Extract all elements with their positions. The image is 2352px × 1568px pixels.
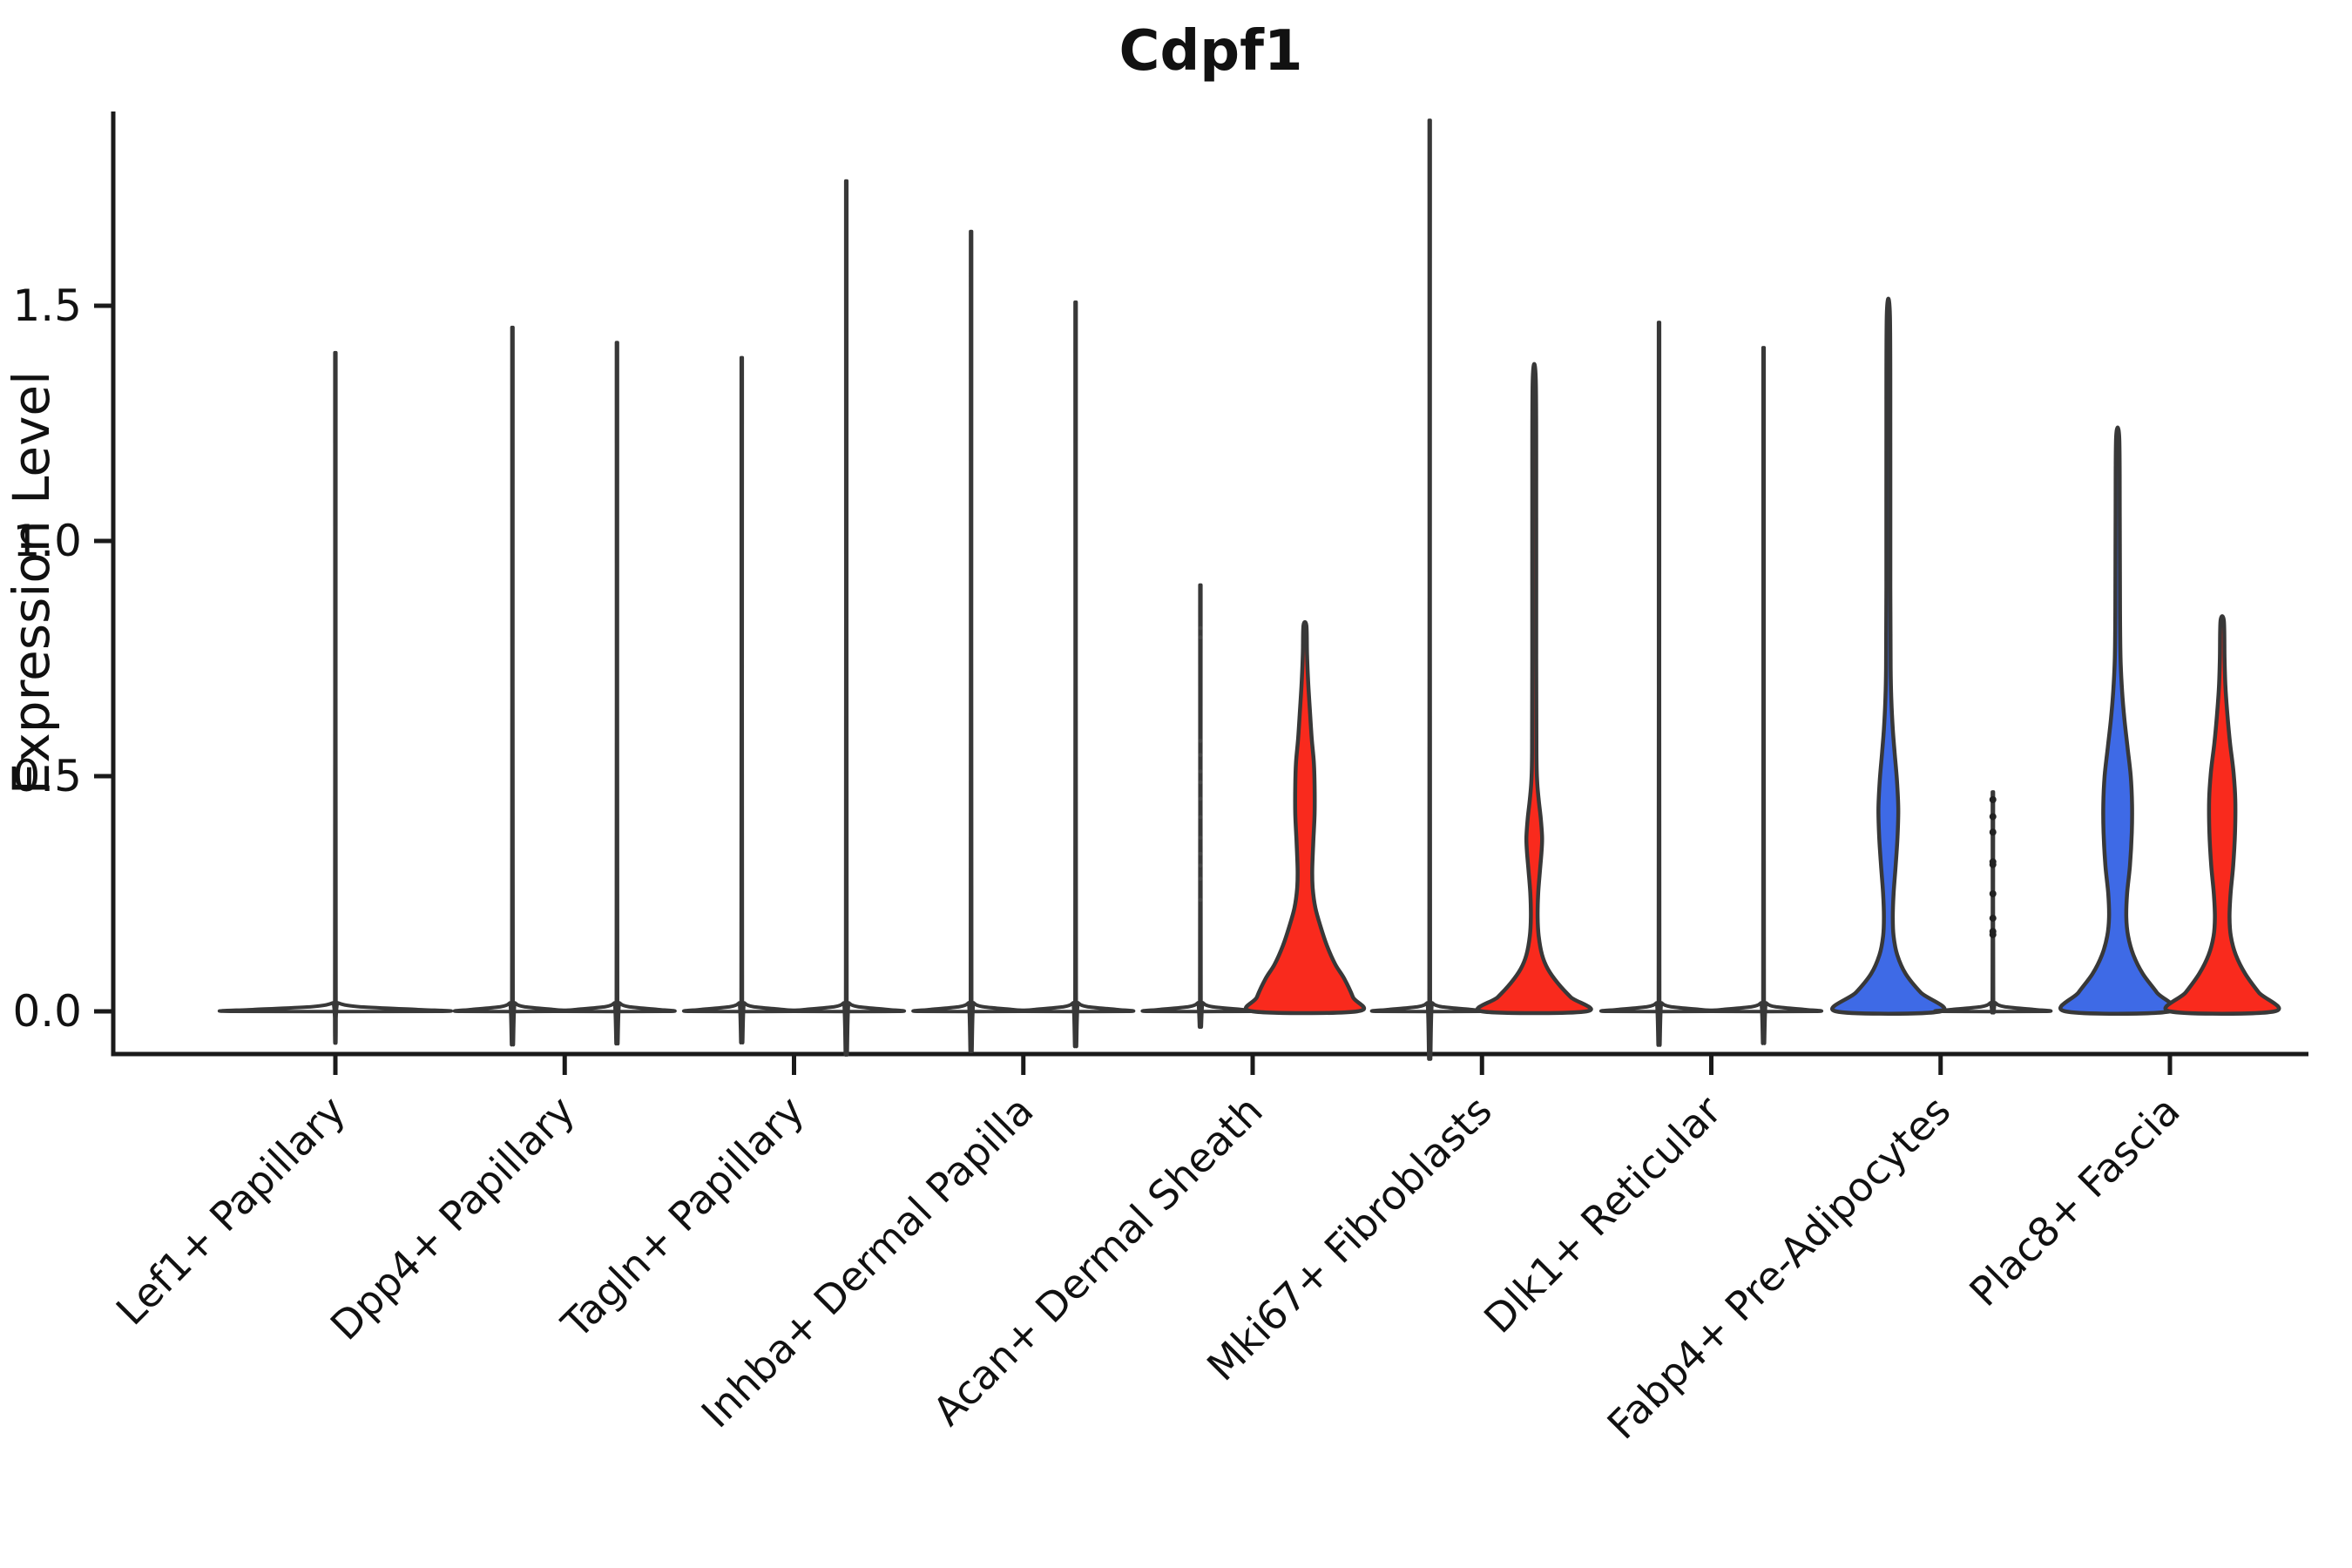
expression-point	[1198, 814, 1203, 820]
expression-point	[1198, 780, 1203, 785]
violin-dlk1-left	[1598, 321, 1720, 1047]
violin-mki67-right	[1475, 362, 1593, 1016]
expression-point	[1198, 796, 1203, 801]
expression-point	[1989, 930, 1997, 938]
violin-plac8-right	[2163, 614, 2281, 1016]
expression-point	[1198, 753, 1203, 758]
x-tick-label-0: Lef1+ Papillary	[107, 1087, 355, 1335]
violin-fabp4-right	[1933, 790, 2053, 1015]
expression-point	[1989, 828, 1997, 836]
violin-inhba-right	[1016, 301, 1136, 1049]
expression-point	[1198, 769, 1203, 774]
x-tick-label-1: Dpp4+ Papillary	[321, 1087, 584, 1349]
expression-point	[1198, 876, 1203, 882]
y-tick-label: 1.0	[12, 516, 82, 566]
expression-point	[1989, 915, 1997, 923]
expression-point	[1198, 739, 1203, 743]
expression-point	[1989, 890, 1997, 897]
y-tick-label: 1.5	[12, 280, 82, 331]
violin-dpp4-left	[452, 326, 572, 1047]
chart-title: Cdpf1	[1119, 19, 1303, 84]
violin-fabp4-left	[1830, 296, 1947, 1016]
violin-dlk1-right	[1703, 346, 1824, 1045]
violin-tagln-right	[786, 179, 907, 1057]
x-tick-label-6: Dlk1+ Reticular	[1475, 1087, 1730, 1342]
expression-point	[1198, 625, 1203, 631]
violin-dpp4-right	[557, 341, 677, 1045]
expression-point	[1198, 863, 1203, 868]
violin-inhba-left	[911, 229, 1031, 1053]
expression-point	[1989, 796, 1997, 803]
y-tick-label: 0.0	[12, 986, 82, 1037]
violin-plac8-left	[2058, 425, 2178, 1016]
violin-acan-left	[1140, 583, 1260, 1029]
violin-tagln-left	[681, 355, 802, 1044]
violin-acan-right	[1244, 619, 1366, 1016]
expression-point	[1198, 835, 1203, 841]
expression-point	[1989, 813, 1997, 821]
expression-point	[1989, 861, 1997, 868]
y-tick-label: 0.5	[12, 751, 82, 801]
x-tick-label-2: Tagln+ Papillary	[552, 1087, 814, 1348]
expression-point	[1198, 851, 1203, 856]
violins	[218, 118, 2281, 1061]
expression-point	[1198, 635, 1203, 640]
violin-mki67-left	[1369, 118, 1490, 1061]
y-axis-label: Expression Level	[2, 371, 61, 794]
violin-lef1-center	[218, 351, 453, 1045]
x-tick-label-8: Plac8+ Fascia	[1960, 1087, 2188, 1315]
expression-point	[1198, 897, 1203, 902]
